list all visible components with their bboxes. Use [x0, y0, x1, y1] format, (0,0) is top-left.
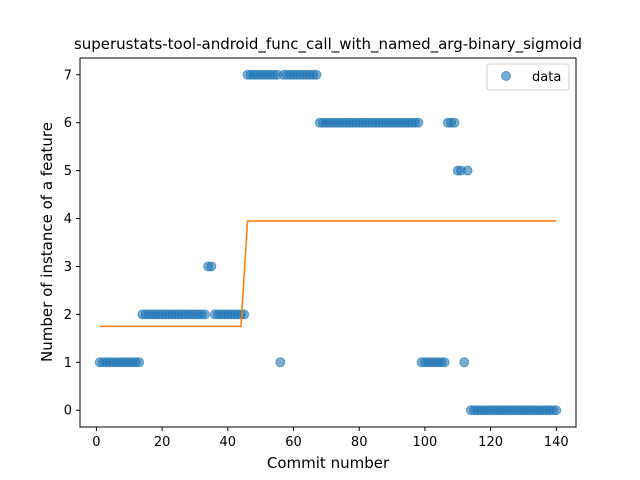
y-axis-ticks: 0 1 2 3 4 5 6 7: [64, 68, 80, 419]
data-point: [311, 69, 322, 80]
y-tick-label: 6: [64, 116, 72, 131]
x-tick-label: 0: [92, 435, 100, 450]
x-tick-label: 100: [412, 435, 437, 450]
x-tick-label: 40: [220, 435, 237, 450]
x-tick-label: 140: [544, 435, 569, 450]
y-tick-label: 7: [64, 68, 72, 83]
y-tick-label: 4: [64, 212, 72, 227]
x-tick-label: 60: [285, 435, 302, 450]
y-tick-label: 5: [64, 164, 72, 179]
data-point: [413, 117, 424, 128]
y-axis-label: Number of instance of a feature: [38, 122, 56, 362]
chart-title: superustats-tool-android_func_call_with_…: [74, 35, 582, 54]
legend-label-data: data: [532, 70, 561, 85]
data-point: [134, 357, 145, 368]
data-point: [551, 405, 562, 416]
legend-box: [486, 63, 570, 91]
x-axis-ticks: 0 20 40 60 80 100 120 140: [92, 427, 569, 450]
data-point: [439, 357, 450, 368]
data-point: [449, 117, 460, 128]
scatter-layer: [94, 69, 562, 416]
data-point: [275, 357, 286, 368]
plot-frame: [79, 57, 577, 428]
y-tick-label: 2: [64, 308, 72, 323]
data-point: [462, 165, 473, 176]
x-tick-label: 80: [351, 435, 368, 450]
data-point: [199, 309, 210, 320]
data-point: [459, 357, 470, 368]
y-tick-label: 3: [64, 260, 72, 275]
legend: data: [486, 63, 570, 91]
data-point: [206, 261, 217, 272]
fit-line-layer: [99, 220, 557, 328]
y-tick-label: 0: [64, 404, 72, 419]
x-axis-label: Commit number: [267, 454, 390, 472]
y-tick-label: 1: [64, 356, 72, 371]
x-tick-label: 20: [154, 435, 171, 450]
x-tick-label: 120: [478, 435, 503, 450]
fit-line: [99, 220, 557, 328]
plot-area: [79, 57, 577, 428]
legend-marker-data: [501, 71, 511, 81]
